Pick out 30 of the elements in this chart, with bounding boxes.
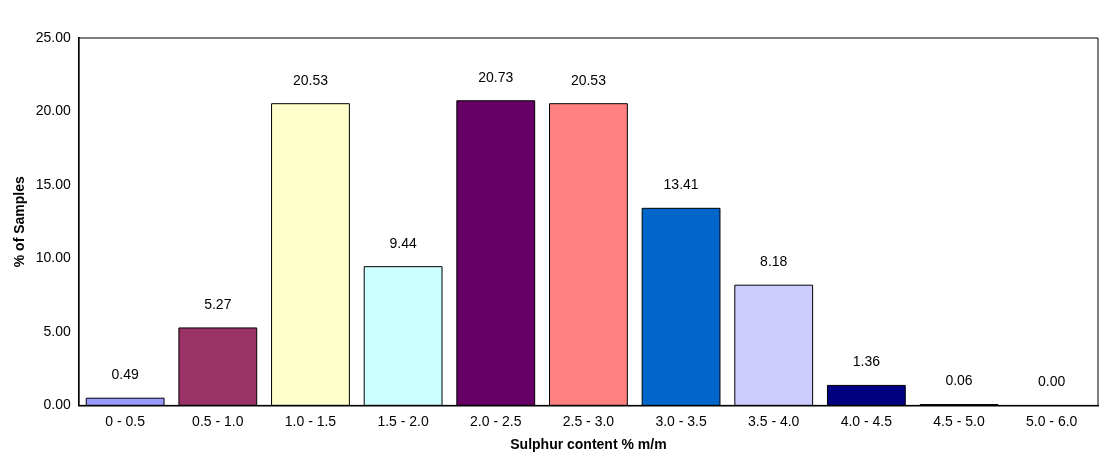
- y-tick-label: 25.00: [35, 28, 72, 45]
- x-tick-label: 1.5 - 2.0: [377, 412, 430, 429]
- x-tick-label: 3.5 - 4.0: [748, 412, 800, 429]
- x-tick-label: 4.0 - 4.5: [840, 412, 893, 429]
- y-tick-label: 0.00: [43, 396, 72, 413]
- x-tick-label: 1.0 - 1.5: [284, 412, 337, 429]
- data-label: 0.00: [1038, 373, 1066, 390]
- data-label: 20.73: [478, 68, 514, 85]
- x-tick-label: 0.5 - 1.0: [192, 412, 244, 429]
- data-label: 0.49: [111, 366, 139, 383]
- x-tick-label: 2.5 - 3.0: [562, 412, 615, 429]
- x-tick-label: 2.0 - 2.5: [470, 412, 522, 429]
- y-tick-label: 15.00: [35, 175, 72, 192]
- y-tick-label: 5.00: [43, 322, 72, 339]
- data-label: 5.27: [204, 295, 232, 312]
- data-label: 1.36: [852, 353, 881, 370]
- x-axis-title: Sulphur content % m/m: [510, 436, 667, 453]
- x-tick-label: 0 - 0.5: [105, 412, 146, 429]
- y-tick-label: 20.00: [35, 102, 72, 119]
- data-label: 8.18: [760, 253, 788, 270]
- x-tick-label: 5.0 - 6.0: [1025, 412, 1078, 429]
- data-label: 20.53: [292, 71, 329, 88]
- data-label: 9.44: [389, 234, 417, 251]
- y-tick-label: 10.00: [35, 249, 72, 266]
- x-tick-label: 3.0 - 3.5: [655, 412, 707, 429]
- y-axis-title: % of Samples: [11, 175, 28, 268]
- data-label: 13.41: [663, 176, 699, 193]
- data-label: 20.53: [570, 71, 607, 88]
- x-tick-label: 4.5 - 5.0: [933, 412, 985, 429]
- data-label: 0.06: [945, 372, 973, 389]
